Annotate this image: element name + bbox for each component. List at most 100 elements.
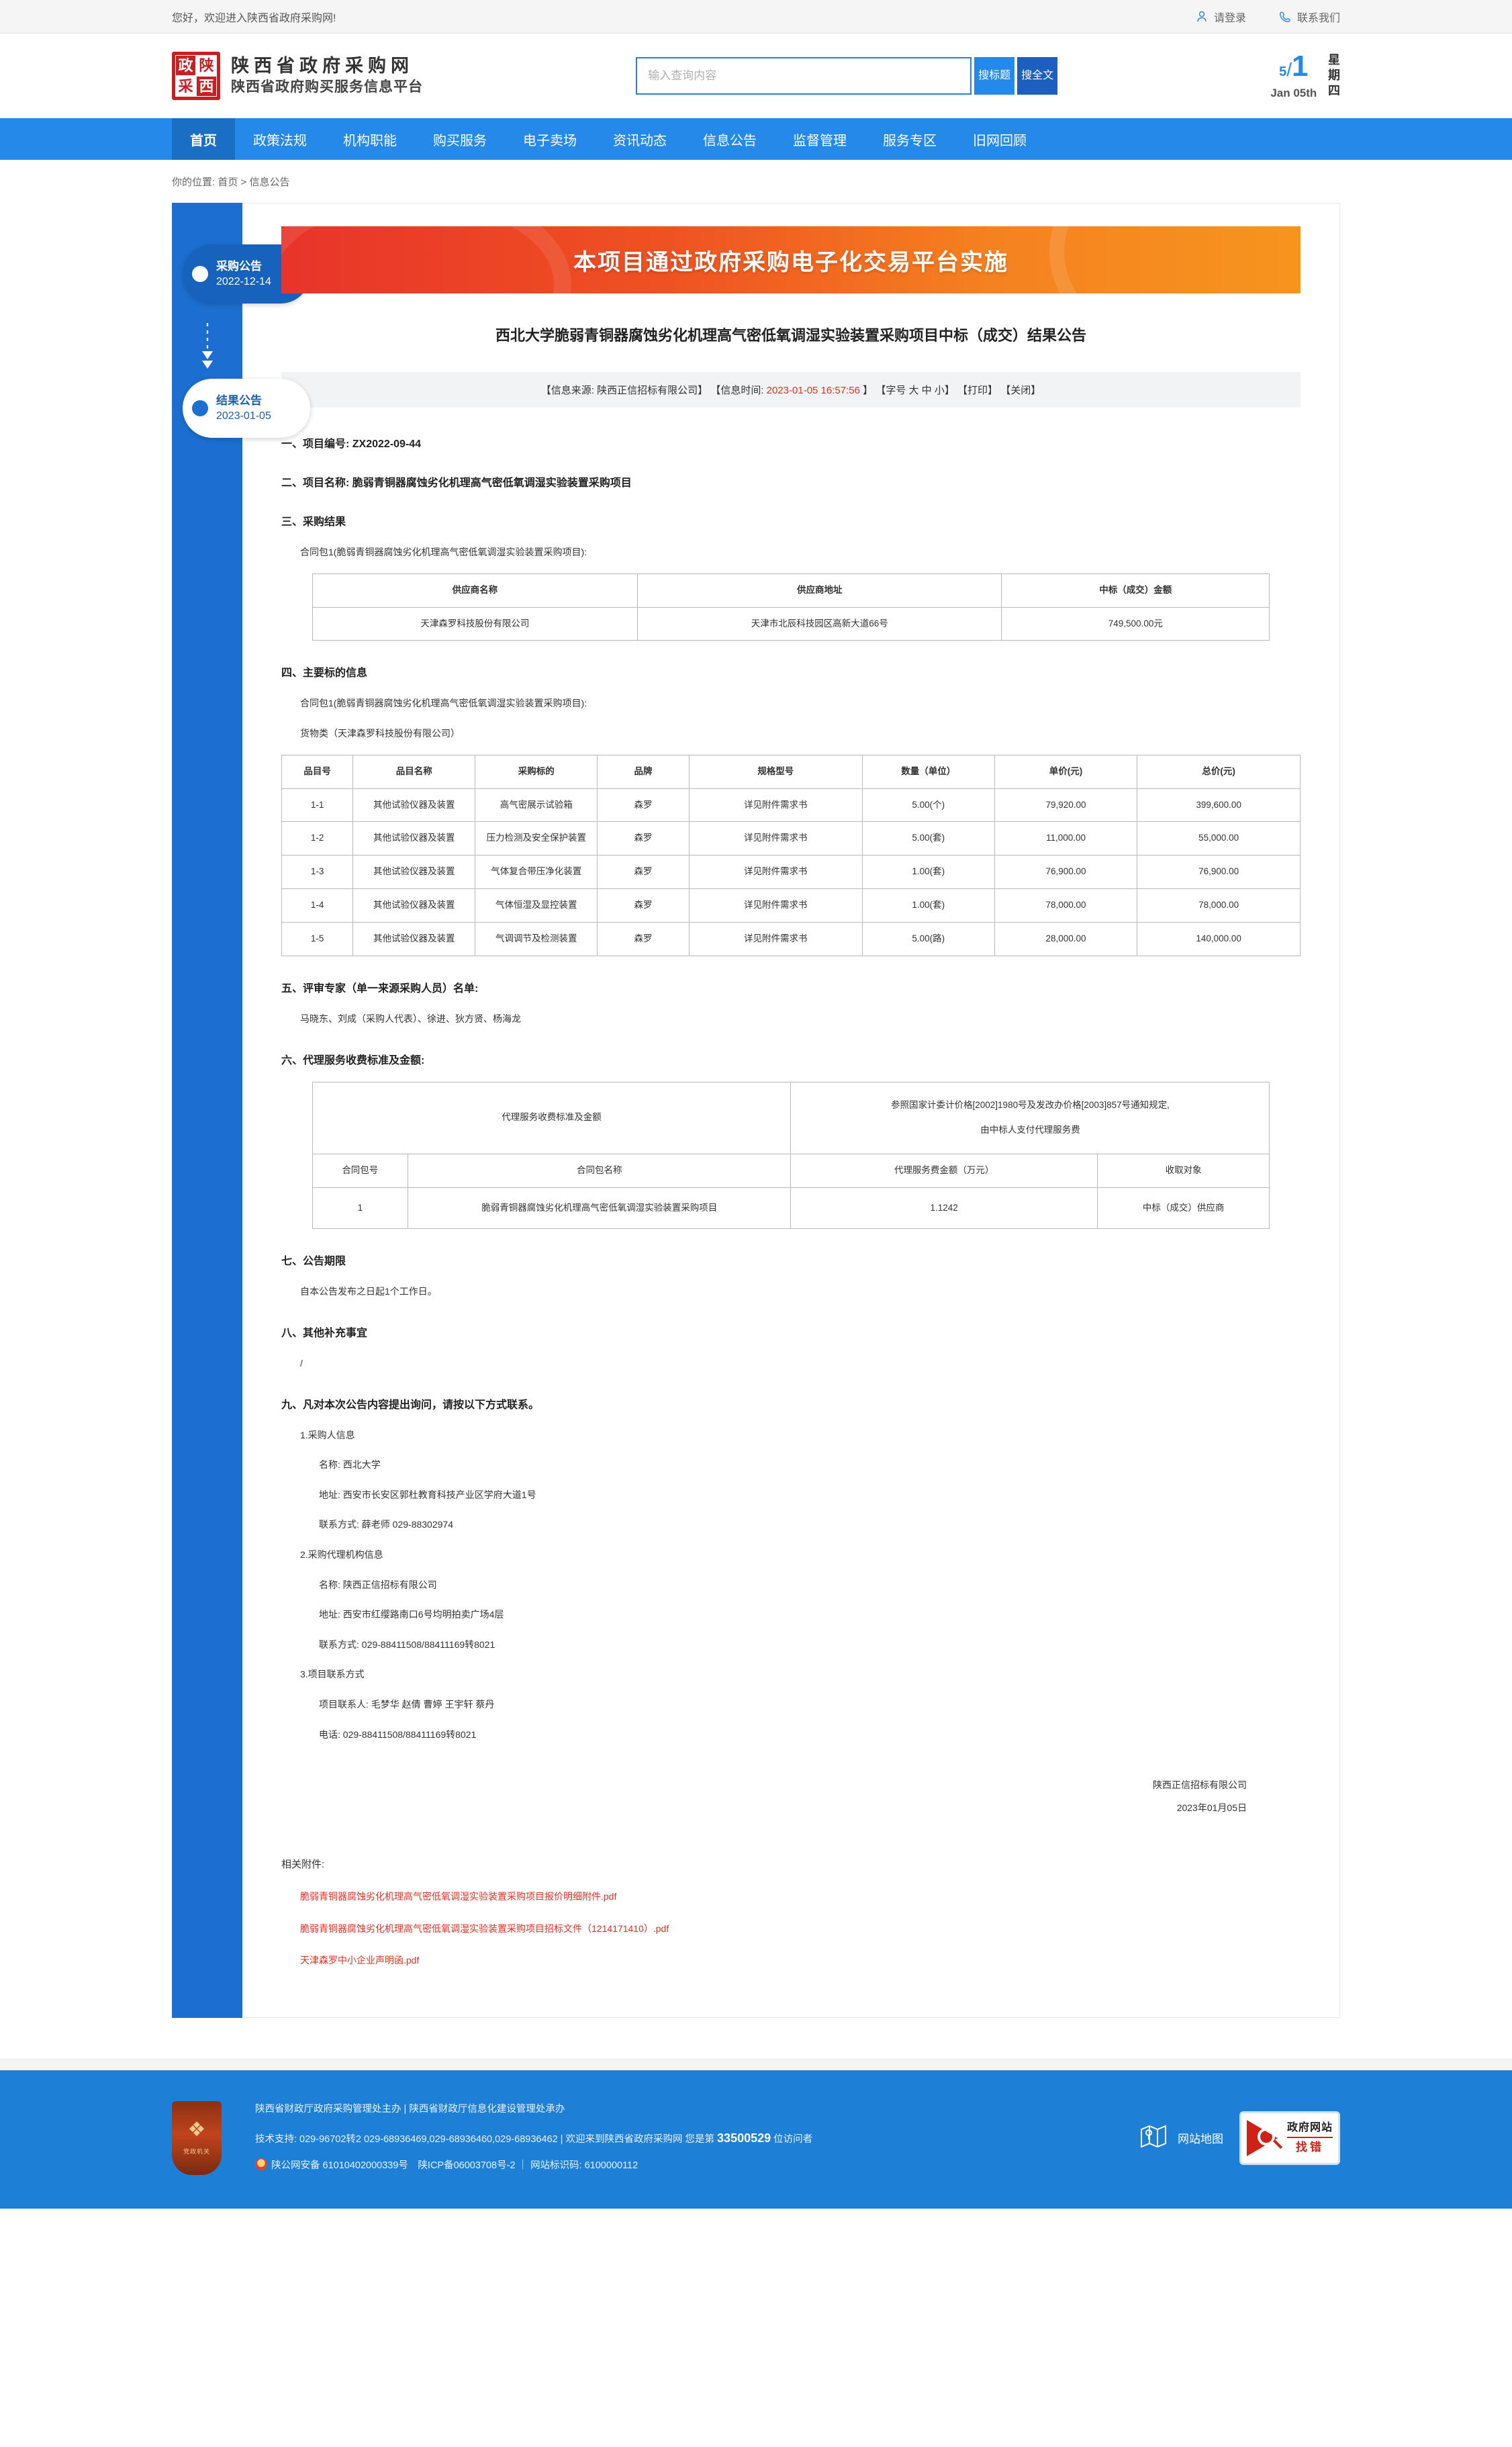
site-header-inner: 政 陕 采 西 陕西省政府采购网 陕西省政府购买服务信息平台 搜标题 搜全文 5… — [172, 52, 1340, 100]
th-fee-amount: 代理服务费金额（万元） — [790, 1153, 1098, 1188]
meta-source-label: 【信息来源: — [540, 385, 594, 396]
th-item-unit-price: 单价(元) — [994, 754, 1138, 789]
timeline-node-result[interactable]: 结果公告 2023-01-05 — [172, 379, 310, 438]
cell-item-spec: 详见附件需求书 — [688, 788, 863, 823]
print-button[interactable]: 【打印】 — [957, 385, 998, 396]
cell-award-amount: 749,500.00元 — [1001, 606, 1270, 641]
section-heading-supplementary: 八、其他补充事宜 — [281, 1328, 368, 1340]
timeline-node-purchase[interactable]: 采购公告 2022-12-14 — [172, 244, 310, 304]
cell-supplier-address: 天津市北辰科技园区高新大道66号 — [637, 606, 1002, 641]
attachment-link-2[interactable]: 脆弱青铜器腐蚀劣化机理高气密低氧调湿实验装置采购项目招标文件（121417141… — [300, 1923, 669, 1934]
attachment-link-3[interactable]: 天津森罗中小企业声明函.pdf — [300, 1954, 420, 1966]
login-link[interactable]: 请登录 — [1195, 9, 1246, 25]
top-utility-bar-inner: 您好，欢迎进入陕西省政府采购网! 请登录 联系我们 — [172, 9, 1340, 25]
section-heading-items: 四、主要标的信息 — [281, 667, 368, 680]
breadcrumb-label: 你的位置: — [172, 176, 216, 188]
nav-item-purchase[interactable]: 购买服务 — [433, 133, 487, 148]
contact-link[interactable]: 联系我们 — [1278, 9, 1340, 25]
th-package-name: 合同包名称 — [408, 1153, 792, 1188]
timeline-date-purchase: 2022-12-14 — [216, 275, 271, 287]
font-size-control[interactable]: 【字号 大 中 小】 — [876, 385, 955, 396]
section-heading-project-name: 二、项目名称: 脆弱青铜器腐蚀劣化机理高气密低氧调湿实验装置采购项目 — [281, 477, 632, 489]
nav-item-home[interactable]: 首页 — [172, 118, 235, 160]
gov-agency-badge-icon: ❖ 党政机关 — [172, 2100, 222, 2175]
cell-supplier-name: 天津森罗科技股份有限公司 — [312, 606, 639, 641]
signature-date: 2023年01月05日 — [1176, 1802, 1247, 1813]
cell-fee-payer: 中标（成交）供应商 — [1096, 1187, 1270, 1230]
close-button[interactable]: 【关闭】 — [1000, 385, 1041, 396]
nav-item-policy[interactable]: 政策法规 — [253, 133, 307, 148]
cell-item-no: 1-2 — [281, 821, 354, 856]
cell-package-name: 脆弱青铜器腐蚀劣化机理高气密低氧调湿实验装置采购项目 — [408, 1187, 792, 1230]
breadcrumb-bar: 你的位置: 首页 > 信息公告 — [0, 160, 1512, 203]
table-row: 1-4 其他试验仪器及装置 气体恒湿及显控装置 森罗 详见附件需求书 1.00(… — [281, 888, 1301, 923]
phone-icon — [1278, 10, 1292, 24]
footer-support-text: 技术支持: 029-96702转2 029-68936469,029-68936… — [255, 2133, 718, 2145]
nav-item-oldsite[interactable]: 旧网回顾 — [973, 133, 1027, 148]
section-heading-experts: 五、评审专家（单一来源采购人员）名单: — [281, 983, 479, 995]
gov-website-error-report-button[interactable]: 政府网站 找错 — [1239, 2111, 1340, 2165]
fee-header-right-line1: 参照国家计委计价格[2002]1980号及发改办价格[2003]857号通知规定… — [891, 1099, 1170, 1110]
user-icon — [1195, 10, 1209, 24]
nav-item-emarket[interactable]: 电子卖场 — [523, 133, 577, 148]
contact-label: 联系我们 — [1296, 12, 1340, 24]
attachments-heading: 相关附件: — [281, 1859, 325, 1871]
nav-item-services[interactable]: 服务专区 — [883, 133, 937, 148]
cell-item-name: 其他试验仪器及装置 — [352, 922, 476, 957]
search-input[interactable] — [636, 57, 972, 95]
th-item-qty: 数量（单位） — [861, 754, 995, 789]
search-title-button[interactable]: 搜标题 — [974, 57, 1015, 95]
findfault-divider — [1287, 2137, 1333, 2139]
meta-time-label: 【信息时间: — [710, 385, 764, 396]
sitemap-link[interactable]: 网站地图 — [1139, 2121, 1223, 2154]
site-logo[interactable]: 政 陕 采 西 陕西省政府采购网 陕西省政府购买服务信息平台 — [172, 52, 423, 100]
footer-line-organizer: 陕西省财政厅政府采购管理处主办 | 陕西省财政厅信息化建设管理处承办 — [255, 2103, 565, 2115]
section-heading-period: 七、公告期限 — [281, 1256, 346, 1268]
footer-links: 网站地图 政府网站 找错 — [1139, 2111, 1340, 2165]
th-package-no: 合同包号 — [312, 1153, 409, 1188]
main-content: 采购公告 2022-12-14 结果公告 2023-01-05 — [172, 203, 1340, 2018]
breadcrumb-current[interactable]: 信息公告 — [249, 176, 290, 188]
cell-item-no: 1-3 — [281, 855, 354, 890]
cell-item-total-price: 140,000.00 — [1137, 922, 1301, 957]
nav-item-announcements[interactable]: 信息公告 — [703, 133, 757, 148]
top-utility-bar: 您好，欢迎进入陕西省政府采购网! 请登录 联系我们 — [0, 0, 1512, 34]
timeline-arrow-down-icon — [172, 317, 242, 379]
date-month: 1 — [1292, 50, 1309, 83]
timeline-title-result: 结果公告 — [216, 394, 262, 407]
site-footer: ❖ 党政机关 陕西省财政厅政府采购管理处主办 | 陕西省财政厅信息化建设管理处承… — [0, 2070, 1512, 2209]
date-main: 5/1 Jan 05th — [1270, 52, 1317, 100]
cell-item-name: 其他试验仪器及装置 — [352, 888, 476, 923]
cell-item-target: 压力检测及安全保护装置 — [475, 821, 598, 856]
contact-group2-tel: 联系方式: 029-88411508/88411169转8021 — [319, 1638, 495, 1650]
breadcrumb: 你的位置: 首页 > 信息公告 — [172, 175, 1340, 189]
attachment-link-1[interactable]: 脆弱青铜器腐蚀劣化机理高气密低氧调湿实验装置采购项目报价明细附件.pdf — [300, 1891, 617, 1902]
timeline-title-purchase: 采购公告 — [216, 259, 262, 273]
visitor-count: 33500529 — [717, 2131, 771, 2145]
cell-item-name: 其他试验仪器及装置 — [352, 788, 476, 823]
nav-item-supervision[interactable]: 监督管理 — [793, 133, 847, 148]
nav-item-news[interactable]: 资讯动态 — [613, 133, 667, 148]
th-supplier-name: 供应商名称 — [312, 573, 639, 608]
timeline-pill-result[interactable]: 结果公告 2023-01-05 — [183, 379, 310, 438]
date-slash: / — [1286, 59, 1292, 80]
cell-item-total-price: 78,000.00 — [1137, 888, 1301, 923]
timeline-dot-icon — [192, 266, 208, 282]
nav-item-functions[interactable]: 机构职能 — [343, 133, 397, 148]
cell-item-unit-price: 79,920.00 — [994, 788, 1138, 823]
main-content-wrapper: 采购公告 2022-12-14 结果公告 2023-01-05 — [0, 203, 1512, 2058]
supplementary-text: / — [300, 1358, 303, 1369]
findfault-bottom-label: 找错 — [1296, 2141, 1324, 2154]
breadcrumb-home[interactable]: 首页 — [218, 176, 238, 188]
cell-item-spec: 详见附件需求书 — [688, 855, 863, 890]
th-item-spec: 规格型号 — [688, 754, 863, 789]
search-fulltext-button[interactable]: 搜全文 — [1017, 57, 1058, 95]
th-fee-payer: 收取对象 — [1096, 1153, 1270, 1188]
cell-item-qty: 1.00(套) — [861, 888, 995, 923]
search-bar: 搜标题 搜全文 — [636, 57, 1058, 95]
main-navigation: 首页 政策法规 机构职能 购买服务 电子卖场 资讯动态 信息公告 监督管理 服务… — [0, 118, 1512, 160]
th-item-target: 采购标的 — [475, 754, 598, 789]
article-meta-bar: 【信息来源: 陕西正信招标有限公司】 【信息时间: 2023-01-05 16:… — [281, 372, 1301, 408]
findfault-text: 政府网站 找错 — [1287, 2121, 1333, 2154]
timeline-texts: 结果公告 2023-01-05 — [216, 394, 271, 424]
